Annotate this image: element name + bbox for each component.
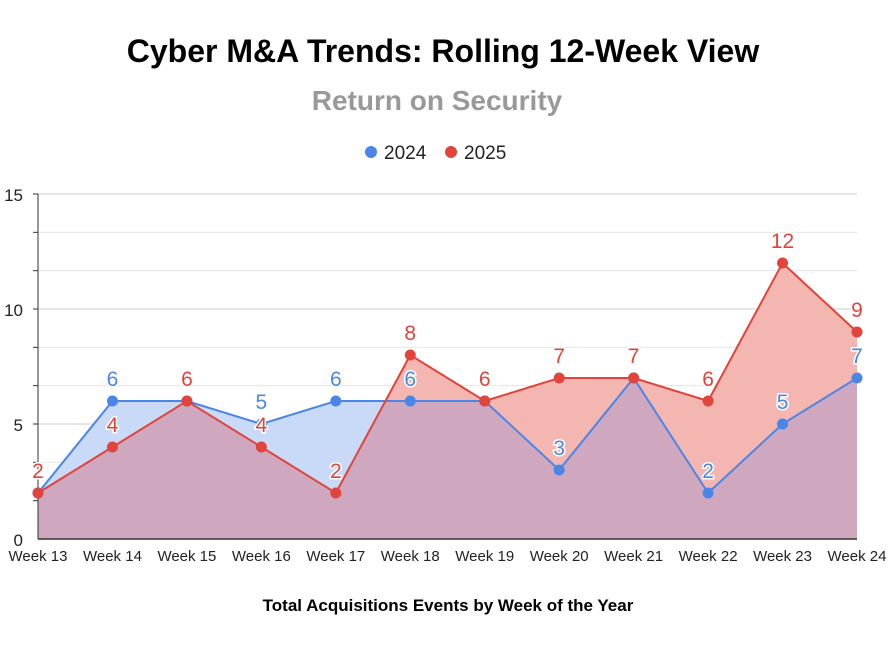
chart-legend: 2024 2025 <box>365 143 506 164</box>
y-tick-label: 10 <box>4 301 23 320</box>
data-point-2025 <box>628 372 640 384</box>
x-tick-label: Week 22 <box>679 548 738 565</box>
data-label-2025: 7 <box>553 345 565 368</box>
data-point-2025 <box>702 395 714 407</box>
data-point-2025 <box>106 441 118 453</box>
data-label-2024: 3 <box>553 437 565 460</box>
data-point-2025 <box>851 326 863 338</box>
data-point-2025 <box>777 257 789 269</box>
x-tick-label: Week 24 <box>828 548 887 565</box>
legend-marker-2025 <box>445 146 457 158</box>
area-overlap <box>38 378 857 539</box>
data-label-2025: 6 <box>479 368 491 391</box>
data-point-2025 <box>255 441 267 453</box>
x-tick-label: Week 21 <box>604 548 663 565</box>
legend-label-2025: 2025 <box>464 143 506 164</box>
data-point-2024 <box>553 464 565 476</box>
legend-marker-2024 <box>365 146 377 158</box>
chart-title: Cyber M&A Trends: Rolling 12-Week View <box>127 33 760 69</box>
x-axis-title: Total Acquisitions Events by Week of the… <box>263 596 634 615</box>
x-tick-label: Week 16 <box>232 548 291 565</box>
y-tick-label: 5 <box>14 416 23 435</box>
y-tick-label: 15 <box>4 186 23 205</box>
data-point-2024 <box>255 418 267 430</box>
data-label-2025: 8 <box>404 322 416 345</box>
data-point-2025 <box>32 487 44 499</box>
series-line-2024 <box>37 376 858 495</box>
data-label-2024: 6 <box>479 368 491 391</box>
data-label-2024: 6 <box>107 368 119 391</box>
legend-label-2024: 2024 <box>384 143 427 164</box>
x-tick-label: Week 18 <box>381 548 440 565</box>
data-point-2024 <box>702 487 714 499</box>
data-point-2024 <box>330 395 342 407</box>
data-label-2024: 7 <box>628 345 640 368</box>
data-point-2025 <box>404 349 416 361</box>
data-label-2024: 6 <box>181 368 193 391</box>
data-point-2025 <box>181 395 193 407</box>
data-point-2025 <box>553 372 565 384</box>
tick-labels: 0 5 10 15 Week 13 Week 14 Week 15 Week 16 Week 1… <box>4 186 886 565</box>
data-label-2025: 4 <box>256 414 268 437</box>
axes <box>33 193 857 540</box>
x-tick-label: Week 20 <box>530 548 589 565</box>
x-tick-label: Week 19 <box>455 548 514 565</box>
data-label-2025: 6 <box>702 368 714 391</box>
series-line-2025 <box>37 261 858 495</box>
data-point-2025 <box>479 395 491 407</box>
data-point-2024 <box>851 372 863 384</box>
data-point-2025 <box>330 487 342 499</box>
data-label-2024: 5 <box>256 391 268 414</box>
data-label-2025: 4 <box>107 414 119 437</box>
x-tick-label: Week 15 <box>157 548 216 565</box>
data-point-2024 <box>404 395 416 407</box>
data-label-2025: 12 <box>771 230 794 253</box>
x-tick-label: Week 17 <box>306 548 365 565</box>
data-label-2024: 6 <box>404 368 416 391</box>
data-label-2025: 9 <box>851 299 863 322</box>
x-tick-label: Week 23 <box>753 548 812 565</box>
data-label-2024: 2 <box>32 460 44 483</box>
data-label-2024: 5 <box>777 391 789 414</box>
data-point-2024 <box>106 395 118 407</box>
data-label-2024: 2 <box>702 460 714 483</box>
chart-subtitle: Return on Security <box>312 85 563 116</box>
data-point-2024 <box>777 418 789 430</box>
data-label-2024: 6 <box>330 368 342 391</box>
data-label-2025: 6 <box>181 368 193 391</box>
data-points <box>32 257 863 499</box>
data-label-2025: 2 <box>330 460 342 483</box>
series-lines <box>37 261 858 495</box>
y-tick-label: 0 <box>14 531 23 550</box>
data-label-2025: 2 <box>32 460 44 483</box>
data-label-2025: 7 <box>628 345 640 368</box>
x-tick-label: Week 14 <box>83 548 142 565</box>
data-label-2024: 7 <box>851 345 863 368</box>
x-tick-label: Week 13 <box>9 548 68 565</box>
